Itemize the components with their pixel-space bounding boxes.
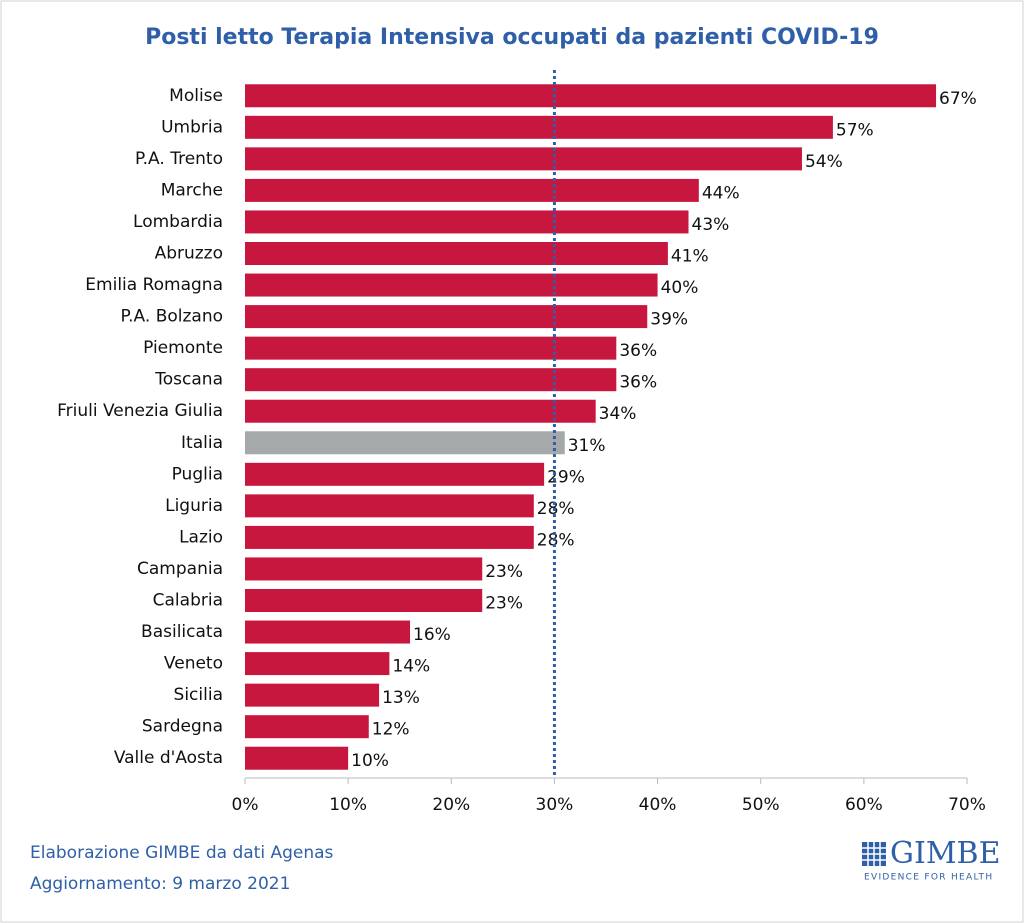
bar bbox=[245, 431, 565, 455]
value-label: 57% bbox=[836, 120, 874, 140]
value-label: 54% bbox=[805, 152, 843, 172]
y-tick-label: Valle d'Aosta bbox=[114, 748, 223, 768]
bar bbox=[245, 115, 833, 139]
x-tick-label: 30% bbox=[536, 795, 574, 815]
x-tick-label: 50% bbox=[742, 795, 780, 815]
value-label: 40% bbox=[661, 278, 699, 298]
y-tick-label: Abruzzo bbox=[155, 244, 223, 264]
source: Elaborazione GIMBE da dati Agenas bbox=[30, 843, 334, 863]
y-tick-label: Puglia bbox=[172, 464, 223, 484]
y-tick-label: Piemonte bbox=[143, 338, 223, 358]
bar bbox=[245, 399, 596, 423]
logo-icon bbox=[862, 842, 886, 866]
value-label: 34% bbox=[599, 404, 637, 424]
x-tick-label: 20% bbox=[432, 795, 470, 815]
bar bbox=[245, 715, 369, 739]
logo-name: GIMBE bbox=[890, 836, 1000, 871]
bar bbox=[245, 84, 937, 108]
value-label: 10% bbox=[351, 751, 389, 771]
y-tick-label: Toscana bbox=[154, 370, 223, 390]
updated: Aggiornamento: 9 marzo 2021 bbox=[30, 874, 290, 894]
y-tick-label: Basilicata bbox=[141, 622, 223, 642]
value-label: 36% bbox=[619, 341, 657, 361]
y-tick-label: Lombardia bbox=[133, 212, 223, 232]
bar bbox=[245, 589, 483, 612]
logo-tagline: EVIDENCE FOR HEALTH bbox=[864, 873, 993, 883]
y-tick-label: Emilia Romagna bbox=[85, 275, 223, 295]
value-label: 44% bbox=[702, 183, 740, 203]
y-tick-label: Friuli Venezia Giulia bbox=[57, 401, 223, 421]
x-tick-label: 0% bbox=[232, 795, 259, 815]
y-tick-label: Calabria bbox=[153, 591, 223, 611]
bar bbox=[245, 305, 648, 329]
y-tick-label: Lazio bbox=[179, 527, 223, 547]
y-tick-label: Veneto bbox=[164, 654, 223, 674]
bar bbox=[245, 368, 617, 392]
value-label: 43% bbox=[692, 215, 730, 235]
x-tick-label: 10% bbox=[329, 795, 367, 815]
bar bbox=[245, 494, 534, 518]
value-label: 31% bbox=[568, 436, 606, 456]
bar bbox=[245, 242, 668, 265]
value-label: 14% bbox=[392, 657, 430, 677]
bar bbox=[245, 557, 483, 581]
y-tick-label: Italia bbox=[181, 433, 223, 453]
bar bbox=[245, 746, 349, 770]
x-tick-label: 40% bbox=[639, 795, 677, 815]
value-label: 23% bbox=[485, 594, 523, 614]
x-tick-label: 60% bbox=[845, 795, 883, 815]
bar bbox=[245, 210, 689, 234]
bar bbox=[245, 652, 390, 676]
chart-title: Posti letto Terapia Intensiva occupati d… bbox=[145, 25, 879, 50]
bar bbox=[245, 525, 534, 549]
y-tick-label: P.A. Trento bbox=[135, 149, 223, 169]
y-tick-label: Umbria bbox=[161, 117, 223, 137]
y-tick-label: Sardegna bbox=[142, 717, 223, 737]
value-label: 67% bbox=[939, 89, 977, 109]
y-tick-label: P.A. Bolzano bbox=[121, 307, 223, 327]
value-label: 23% bbox=[485, 562, 523, 582]
bar bbox=[245, 336, 617, 360]
value-label: 41% bbox=[671, 247, 709, 267]
y-tick-label: Molise bbox=[169, 86, 223, 106]
bar bbox=[245, 620, 411, 644]
x-tick-label: 70% bbox=[948, 795, 986, 815]
value-label: 39% bbox=[650, 310, 688, 330]
value-label: 12% bbox=[372, 720, 410, 740]
y-tick-label: Campania bbox=[137, 559, 223, 579]
y-tick-label: Liguria bbox=[165, 496, 223, 516]
bar bbox=[245, 273, 658, 297]
bar bbox=[245, 683, 380, 707]
value-label: 16% bbox=[413, 625, 451, 645]
y-tick-label: Marche bbox=[161, 180, 223, 200]
bar bbox=[245, 178, 699, 202]
bar bbox=[245, 462, 545, 486]
value-label: 29% bbox=[547, 467, 585, 487]
bar bbox=[245, 147, 802, 171]
value-label: 13% bbox=[382, 688, 420, 708]
y-tick-label: Sicilia bbox=[174, 685, 223, 705]
value-label: 36% bbox=[619, 373, 657, 393]
